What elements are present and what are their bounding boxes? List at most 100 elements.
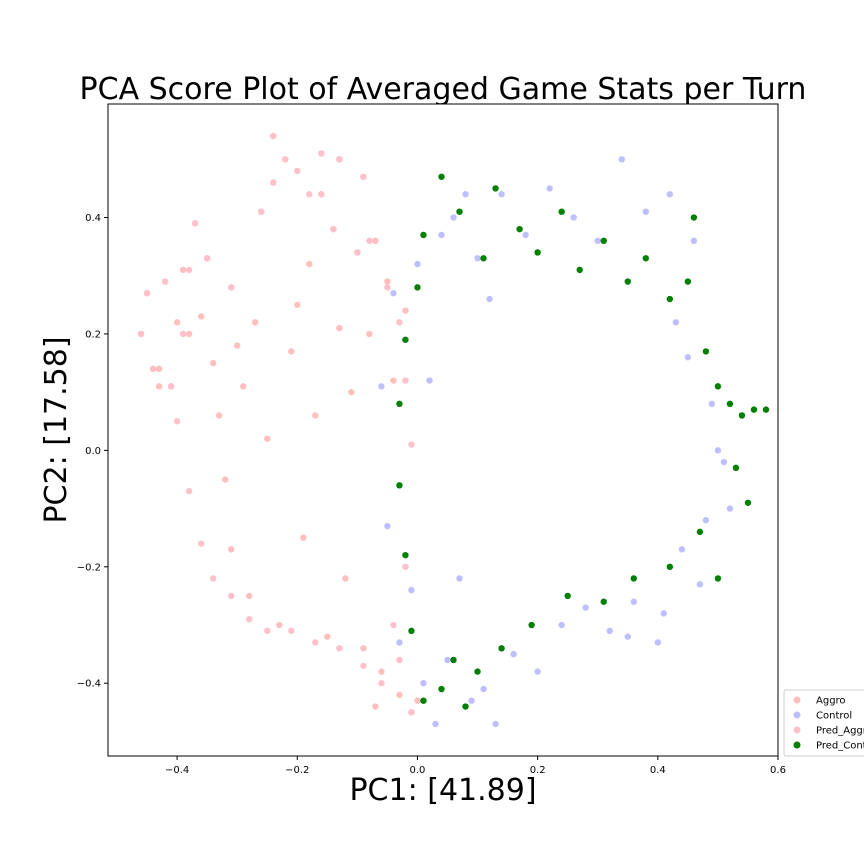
marks-layer: [137, 132, 770, 728]
x-tick-label: −0.2: [285, 765, 309, 776]
point-pred-control-22: [732, 464, 740, 472]
point-control-2: [390, 289, 397, 297]
point-aggro-12: [209, 359, 217, 367]
point-pred-aggro-35: [390, 621, 397, 629]
point-pred-control-26: [630, 575, 637, 582]
point-control-42: [672, 319, 680, 326]
point-control-33: [654, 639, 662, 646]
point-aggro-20: [252, 319, 259, 326]
point-pred-control-15: [702, 348, 710, 355]
point-pred-control-9: [600, 237, 607, 245]
point-pred-aggro-8: [282, 156, 289, 163]
point-pred-control-12: [666, 295, 674, 303]
plot-frame: [107, 103, 779, 757]
point-pred-control-0: [420, 231, 427, 239]
point-pred-aggro-26: [336, 645, 343, 652]
point-control-11: [444, 656, 451, 664]
point-aggro-22: [264, 435, 271, 442]
point-pred-aggro-25: [312, 639, 319, 646]
legend-label-aggro: Aggro: [816, 696, 846, 707]
point-aggro-28: [300, 534, 307, 541]
point-pred-aggro-33: [408, 441, 415, 448]
point-aggro-36: [348, 388, 355, 396]
x-axis-label: PC1: [41.89]: [349, 773, 536, 808]
point-pred-control-7: [558, 208, 565, 215]
point-pred-control-39: [396, 400, 403, 408]
point-pred-aggro-19: [197, 540, 205, 547]
plot-area: [108, 104, 778, 756]
point-aggro-14: [221, 476, 229, 483]
point-pred-aggro-31: [396, 319, 403, 326]
point-pred-aggro-21: [227, 592, 235, 600]
y-tick-label: −0.4: [77, 679, 101, 690]
point-aggro-41: [378, 668, 385, 675]
point-pred-aggro-14: [366, 237, 373, 245]
point-pred-control-36: [408, 627, 415, 635]
point-control-7: [420, 680, 427, 687]
point-pred-control-13: [684, 278, 692, 285]
legend: Aggro Control Pred_Aggro Pred_Control: [783, 689, 864, 757]
point-pred-control-23: [714, 575, 722, 582]
point-control-6: [414, 260, 421, 268]
point-control-35: [678, 546, 686, 553]
point-pred-control-21: [744, 499, 752, 506]
point-control-46: [660, 610, 668, 617]
point-pred-aggro-23: [264, 627, 271, 635]
legend-marker-pred-aggro: [793, 726, 801, 734]
point-control-28: [594, 237, 601, 245]
point-control-10: [438, 231, 445, 239]
point-pred-aggro-18: [185, 487, 193, 495]
legend-label-pred-aggro: Pred_Aggro: [816, 726, 864, 737]
point-pred-control-31: [474, 668, 481, 675]
point-pred-control-14: [690, 214, 698, 221]
point-aggro-40: [372, 237, 379, 245]
point-aggro-47: [414, 697, 421, 704]
point-pred-control-41: [414, 284, 421, 291]
point-pred-control-30: [498, 645, 505, 652]
x-tick-label: 0.2: [530, 765, 546, 776]
chart-title: PCA Score Plot of Averaged Game Stats pe…: [80, 72, 807, 107]
point-pred-aggro-15: [179, 330, 187, 338]
point-control-14: [462, 191, 469, 198]
y-tick-label: 0.0: [85, 446, 101, 457]
point-aggro-24: [276, 621, 283, 629]
point-aggro-29: [306, 260, 313, 268]
point-pred-control-19: [750, 406, 758, 413]
point-pred-control-8: [576, 266, 583, 274]
point-control-38: [714, 447, 722, 454]
point-pred-control-40: [402, 336, 409, 343]
point-aggro-42: [384, 278, 391, 285]
point-pred-control-29: [528, 621, 535, 629]
point-pred-control-16: [714, 383, 722, 390]
point-pred-control-5: [516, 225, 523, 233]
point-pred-aggro-22: [246, 615, 253, 623]
point-pred-aggro-39: [270, 132, 277, 140]
axes-layer: −0.4 −0.2 0.0 0.2 0.4 0.6 −0.4 −0.2 0.0 0.2 0.4: [77, 213, 786, 776]
x-tick-label: 0.0: [410, 765, 426, 776]
point-aggro-27: [294, 301, 301, 309]
point-pred-control-33: [450, 656, 457, 664]
point-control-25: [558, 621, 565, 629]
point-pred-aggro-37: [336, 156, 343, 163]
point-control-31: [630, 598, 637, 605]
point-control-19: [492, 720, 499, 728]
point-pred-control-11: [642, 255, 650, 262]
point-aggro-2: [149, 365, 157, 373]
point-pred-control-4: [492, 185, 499, 192]
point-pred-aggro-0: [143, 289, 151, 297]
legend-box: [783, 689, 864, 757]
point-pred-aggro-5: [227, 284, 235, 291]
point-pred-aggro-7: [270, 179, 277, 186]
point-aggro-17: [233, 342, 241, 349]
y-tick-label: 0.2: [85, 329, 101, 340]
point-pred-control-25: [666, 563, 674, 571]
point-pred-aggro-34: [402, 563, 409, 571]
point-pred-aggro-30: [402, 377, 409, 384]
point-aggro-32: [324, 633, 331, 640]
point-pred-control-35: [420, 697, 427, 704]
point-control-15: [468, 697, 475, 704]
y-axis-label: PC2: [17.58]: [39, 336, 74, 523]
x-tick-label: 0.4: [650, 765, 666, 776]
point-aggro-3: [155, 365, 163, 373]
point-aggro-30: [312, 412, 319, 419]
